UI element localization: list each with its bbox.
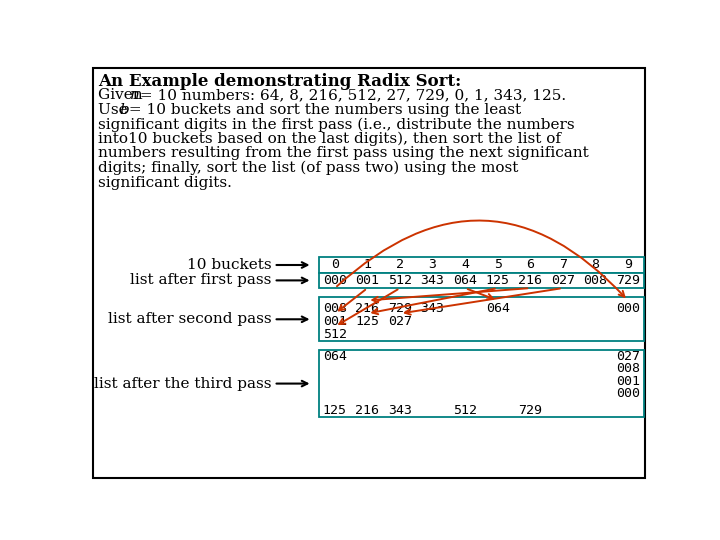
Text: 064: 064: [323, 350, 347, 363]
Text: Given: Given: [98, 88, 148, 102]
Text: 5: 5: [494, 259, 502, 272]
Text: digits; finally, sort the list (of pass two) using the most: digits; finally, sort the list (of pass …: [98, 161, 518, 176]
Text: 729: 729: [518, 404, 542, 417]
Bar: [319, 298, 644, 341]
Text: 000: 000: [616, 387, 640, 400]
Text: 216: 216: [518, 274, 542, 287]
Text: 10 buckets: 10 buckets: [186, 258, 271, 272]
Text: list after second pass: list after second pass: [108, 312, 271, 326]
Text: 2: 2: [396, 259, 404, 272]
Text: 064: 064: [486, 302, 510, 315]
Text: 1: 1: [364, 259, 372, 272]
Text: 512: 512: [453, 404, 477, 417]
Text: Use: Use: [98, 103, 132, 117]
Text: into10 buckets based on the last digits), then sort the list of: into10 buckets based on the last digits)…: [98, 132, 561, 146]
Text: 000: 000: [616, 302, 640, 315]
Text: 027: 027: [616, 350, 640, 363]
Text: 512: 512: [323, 328, 347, 341]
Text: 001: 001: [323, 315, 347, 328]
Text: 216: 216: [356, 404, 379, 417]
Text: 008: 008: [583, 274, 607, 287]
Text: 343: 343: [420, 302, 444, 315]
Text: numbers resulting from the first pass using the next significant: numbers resulting from the first pass us…: [98, 146, 588, 160]
Text: 064: 064: [453, 274, 477, 287]
Text: 000: 000: [323, 274, 347, 287]
Bar: [319, 350, 644, 417]
Text: 125: 125: [323, 404, 347, 417]
Text: 001: 001: [356, 274, 379, 287]
Text: 027: 027: [388, 315, 412, 328]
Text: significant digits.: significant digits.: [98, 176, 232, 190]
Text: list after the third pass: list after the third pass: [94, 376, 271, 390]
Text: = 10 buckets and sort the numbers using the least: = 10 buckets and sort the numbers using …: [124, 103, 521, 117]
Text: 729: 729: [616, 274, 640, 287]
Text: 512: 512: [388, 274, 412, 287]
Text: 125: 125: [356, 315, 379, 328]
Text: 001: 001: [616, 375, 640, 388]
Text: 6: 6: [526, 259, 534, 272]
Text: 008: 008: [323, 302, 347, 315]
Text: = 10 numbers: 64, 8, 216, 512, 27, 729, 0, 1, 343, 125.: = 10 numbers: 64, 8, 216, 512, 27, 729, …: [135, 88, 566, 102]
Text: 7: 7: [559, 259, 567, 272]
Text: 125: 125: [486, 274, 510, 287]
Text: 9: 9: [624, 259, 632, 272]
Text: 0: 0: [331, 259, 339, 272]
Text: 8: 8: [591, 259, 599, 272]
Text: 343: 343: [388, 404, 412, 417]
Text: 027: 027: [551, 274, 575, 287]
Bar: [319, 257, 644, 273]
Text: 008: 008: [616, 362, 640, 375]
Text: b: b: [119, 103, 129, 117]
Text: 3: 3: [428, 259, 436, 272]
Text: list after first pass: list after first pass: [130, 273, 271, 287]
Text: 343: 343: [420, 274, 444, 287]
Text: n: n: [130, 88, 140, 102]
Text: 216: 216: [356, 302, 379, 315]
Text: 4: 4: [461, 259, 469, 272]
Text: significant digits in the first pass (i.e., distribute the numbers: significant digits in the first pass (i.…: [98, 117, 575, 132]
Text: An Example demonstrating Radix Sort:: An Example demonstrating Radix Sort:: [98, 72, 461, 90]
Text: 729: 729: [388, 302, 412, 315]
Bar: [319, 273, 644, 288]
